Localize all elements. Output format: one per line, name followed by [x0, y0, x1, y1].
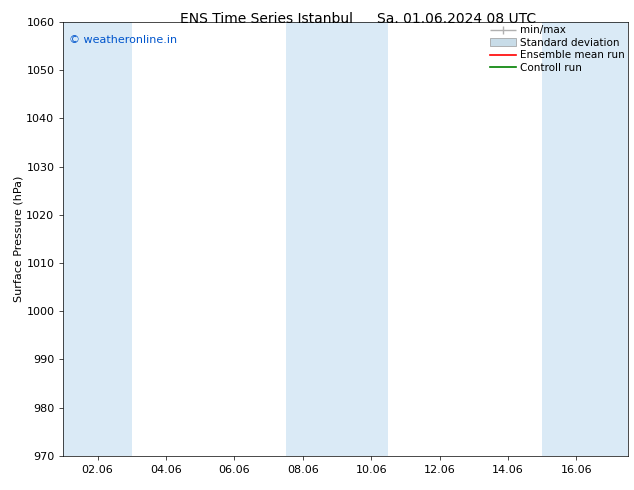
- Bar: [542, 22, 628, 456]
- Legend: min/max, Standard deviation, Ensemble mean run, Controll run: min/max, Standard deviation, Ensemble me…: [489, 25, 624, 73]
- Bar: [286, 22, 388, 456]
- Bar: [63, 22, 132, 456]
- Text: © weatheronline.in: © weatheronline.in: [69, 35, 177, 45]
- Text: Sa. 01.06.2024 08 UTC: Sa. 01.06.2024 08 UTC: [377, 12, 536, 26]
- Text: ENS Time Series Istanbul: ENS Time Series Istanbul: [180, 12, 353, 26]
- Y-axis label: Surface Pressure (hPa): Surface Pressure (hPa): [13, 176, 23, 302]
